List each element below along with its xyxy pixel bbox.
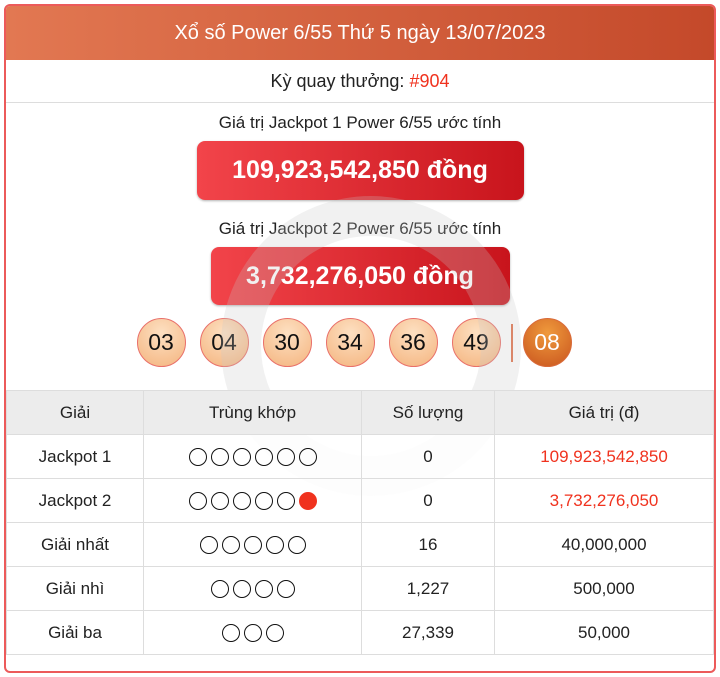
match-pattern <box>143 522 362 567</box>
winning-numbers: 03 04 30 34 36 49 08 <box>6 318 714 367</box>
match-pattern <box>143 610 362 655</box>
match-circle-icon <box>298 448 317 467</box>
table-row: Giải nhất 16 40,000,000 <box>6 522 714 567</box>
col-header: Giá trị (đ) <box>494 390 714 435</box>
winner-count: 0 <box>361 434 495 479</box>
match-circle-icon <box>188 492 207 511</box>
match-circle-icon <box>210 448 229 467</box>
match-pattern <box>143 478 362 523</box>
match-circle-icon <box>276 492 295 511</box>
winner-count: 0 <box>361 478 495 523</box>
power-circle-icon <box>298 492 317 511</box>
match-circle-icon <box>221 624 240 643</box>
ball: 34 <box>325 318 375 367</box>
match-circle-icon <box>210 580 229 599</box>
table-row: Jackpot 1 0 109,923,542,850 <box>6 434 714 479</box>
table-row: Giải ba 27,339 50,000 <box>6 610 714 655</box>
match-pattern <box>143 566 362 611</box>
jackpot2-label: Giá trị Jackpot 2 Power 6/55 ước tính <box>218 219 502 238</box>
ball: 36 <box>388 318 438 367</box>
match-circle-icon <box>232 492 251 511</box>
match-pattern <box>143 434 362 479</box>
winner-count: 27,339 <box>361 610 495 655</box>
prize-name: Giải nhì <box>6 566 144 611</box>
prize-name: Giải ba <box>6 610 144 655</box>
match-circle-icon <box>188 448 207 467</box>
page-title: Xổ số Power 6/55 Thứ 5 ngày 13/07/2023 <box>6 6 714 60</box>
table-row: Giải nhì 1,227 500,000 <box>6 566 714 611</box>
prize-value: 3,732,276,050 <box>494 478 714 523</box>
draw-number-row: Kỳ quay thưởng: #904 <box>6 60 714 103</box>
ball: 04 <box>199 318 249 367</box>
match-circle-icon <box>265 624 284 643</box>
prize-table: Giải Trùng khớp Số lượng Giá trị (đ) Jac… <box>6 390 714 655</box>
jackpot1-label: Giá trị Jackpot 1 Power 6/55 ước tính <box>218 113 502 132</box>
match-circle-icon <box>276 580 295 599</box>
jackpot1-value: 109,923,542,850 đồng <box>196 141 524 200</box>
draw-number: #904 <box>409 70 450 91</box>
col-header: Giải <box>6 390 144 435</box>
ball: 49 <box>451 318 501 367</box>
match-circle-icon <box>254 580 273 599</box>
results-card: Xổ số Power 6/55 Thứ 5 ngày 13/07/2023 K… <box>4 4 716 673</box>
match-circle-icon <box>232 448 251 467</box>
match-circle-icon <box>221 536 240 555</box>
match-circle-icon <box>254 492 273 511</box>
prize-value: 50,000 <box>494 610 714 655</box>
prize-name: Giải nhất <box>6 522 144 567</box>
match-circle-icon <box>243 536 262 555</box>
separator <box>510 323 513 362</box>
ball: 30 <box>262 318 312 367</box>
prize-value: 109,923,542,850 <box>494 434 714 479</box>
match-circle-icon <box>265 536 284 555</box>
prize-name: Jackpot 1 <box>6 434 144 479</box>
table-row: Jackpot 2 0 3,732,276,050 <box>6 478 714 523</box>
match-circle-icon <box>276 448 295 467</box>
match-circle-icon <box>199 536 218 555</box>
winner-count: 1,227 <box>361 566 495 611</box>
match-circle-icon <box>287 536 306 555</box>
match-circle-icon <box>210 492 229 511</box>
col-header: Trùng khớp <box>143 390 362 435</box>
match-circle-icon <box>232 580 251 599</box>
col-header: Số lượng <box>361 390 495 435</box>
match-circle-icon <box>243 624 262 643</box>
draw-label: Kỳ quay thưởng: <box>270 70 405 91</box>
power-ball: 08 <box>522 318 572 367</box>
ball: 03 <box>136 318 186 367</box>
match-circle-icon <box>254 448 273 467</box>
winner-count: 16 <box>361 522 495 567</box>
prize-value: 40,000,000 <box>494 522 714 567</box>
prize-value: 500,000 <box>494 566 714 611</box>
prize-name: Jackpot 2 <box>6 478 144 523</box>
jackpot2-value: 3,732,276,050 đồng <box>210 247 510 305</box>
